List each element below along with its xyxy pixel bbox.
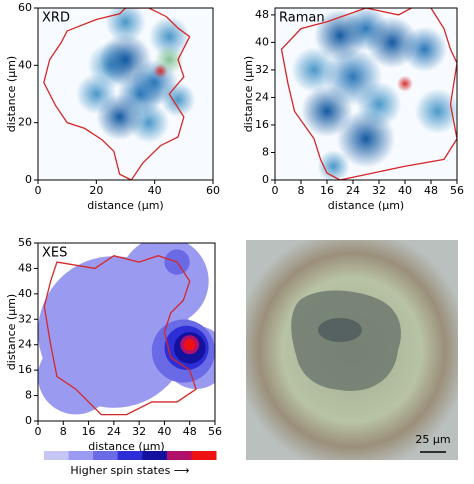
y-tick-label: 32	[255, 63, 269, 76]
x-tick-label: 16	[320, 184, 334, 197]
micrograph: 25 μm	[246, 240, 458, 460]
x-axis-title: distance (μm)	[87, 199, 163, 212]
y-tick-label: 24	[255, 90, 269, 103]
colorbar-swatch	[166, 451, 192, 460]
x-tick-label: 0	[35, 425, 42, 438]
x-tick-label: 40	[157, 425, 171, 438]
colorbar-swatch	[68, 451, 94, 460]
intensity-spot	[105, 8, 146, 43]
x-tick-label: 40	[398, 184, 412, 197]
intensity-spot	[366, 16, 418, 69]
intensity-spot	[317, 149, 350, 180]
colorbar-swatch	[117, 451, 143, 460]
y-tick-label: 48	[18, 261, 32, 274]
y-axis-title: distance (μm)	[5, 56, 18, 132]
panel-label: XES	[42, 246, 67, 261]
scale-label: 25 μm	[415, 433, 450, 446]
intensity-spot	[184, 339, 196, 351]
y-tick-label: 40	[255, 35, 269, 48]
x-axis-title: distance (μm)	[328, 199, 404, 212]
x-tick-label: 24	[346, 184, 360, 197]
y-tick-label: 60	[18, 1, 32, 14]
y-tick-label: 24	[18, 338, 32, 351]
colorbar-swatch	[93, 451, 119, 460]
x-axis-title: distance (μm)	[88, 440, 164, 453]
x-tick-label: 40	[148, 184, 162, 197]
panel: 0 20 40 60 0 20 40 60 distance (μm) distance (μm)…	[5, 1, 220, 212]
heatmap-layer	[38, 243, 215, 416]
sample-outline	[43, 8, 191, 180]
x-tick-label: 56	[450, 184, 464, 197]
x-tick-label: 32	[132, 425, 146, 438]
y-tick-label: 48	[255, 8, 269, 21]
x-tick-label: 56	[208, 425, 222, 438]
micrograph-dark-spot	[318, 318, 362, 342]
y-tick-label: 32	[18, 312, 32, 325]
intensity-spot	[148, 16, 190, 58]
intensity-spot	[301, 85, 353, 138]
intensity-spot	[414, 88, 457, 134]
x-tick-label: 24	[107, 425, 121, 438]
panel: 0 8 16 24 32 40 48 56 0 8 16 24 32 40 48 56 distance (μm…	[5, 236, 222, 477]
y-tick-label: 0	[25, 173, 32, 186]
intensity-spot	[336, 109, 396, 168]
sample-outline	[280, 8, 457, 180]
y-axis-title: distance (μm)	[242, 56, 255, 132]
x-tick-label: 32	[372, 184, 386, 197]
intensity-spot	[99, 33, 152, 86]
y-tick-label: 16	[255, 118, 269, 131]
y-tick-label: 0	[25, 414, 32, 427]
intensity-spot	[96, 93, 143, 141]
colorbar-swatch	[142, 451, 168, 460]
panel-label: Raman	[279, 11, 325, 26]
plot-frame	[274, 7, 458, 181]
x-tick-label: 20	[89, 184, 103, 197]
y-tick-label: 40	[18, 58, 32, 71]
y-tick-label: 40	[18, 287, 32, 300]
y-tick-label: 16	[18, 363, 32, 376]
x-tick-label: 0	[272, 184, 279, 197]
y-tick-label: 8	[262, 145, 269, 158]
x-tick-label: 8	[298, 184, 305, 197]
intensity-spot	[396, 75, 414, 92]
colorbar-swatch	[191, 451, 217, 460]
heatmap-layer	[280, 8, 457, 180]
panel: 0 8 16 24 32 40 48 56 0 8 16 24 32 40 48 distance (μm) d…	[242, 7, 464, 212]
y-tick-label: 8	[25, 389, 32, 402]
y-axis-title: distance (μm)	[5, 294, 18, 370]
x-tick-label: 48	[183, 425, 197, 438]
y-tick-label: 20	[18, 116, 32, 129]
x-tick-label: 8	[60, 425, 67, 438]
colorbar-label: Higher spin states ⟶	[70, 464, 189, 477]
x-tick-label: 60	[206, 184, 220, 197]
colorbar-swatch	[44, 451, 70, 460]
x-tick-label: 16	[82, 425, 96, 438]
plot-frame	[37, 242, 216, 422]
heatmap-layer	[43, 8, 196, 180]
y-tick-label: 56	[18, 236, 32, 249]
intensity-spot	[314, 9, 366, 62]
panel-label: XRD	[42, 11, 70, 26]
sample-outline	[43, 255, 197, 416]
x-tick-label: 0	[35, 184, 42, 197]
plot-frame	[37, 7, 214, 181]
intensity-spot	[38, 338, 114, 415]
y-tick-label: 0	[262, 173, 269, 186]
intensity-spot	[120, 243, 209, 326]
intensity-spot	[153, 63, 168, 79]
x-tick-label: 48	[424, 184, 438, 197]
